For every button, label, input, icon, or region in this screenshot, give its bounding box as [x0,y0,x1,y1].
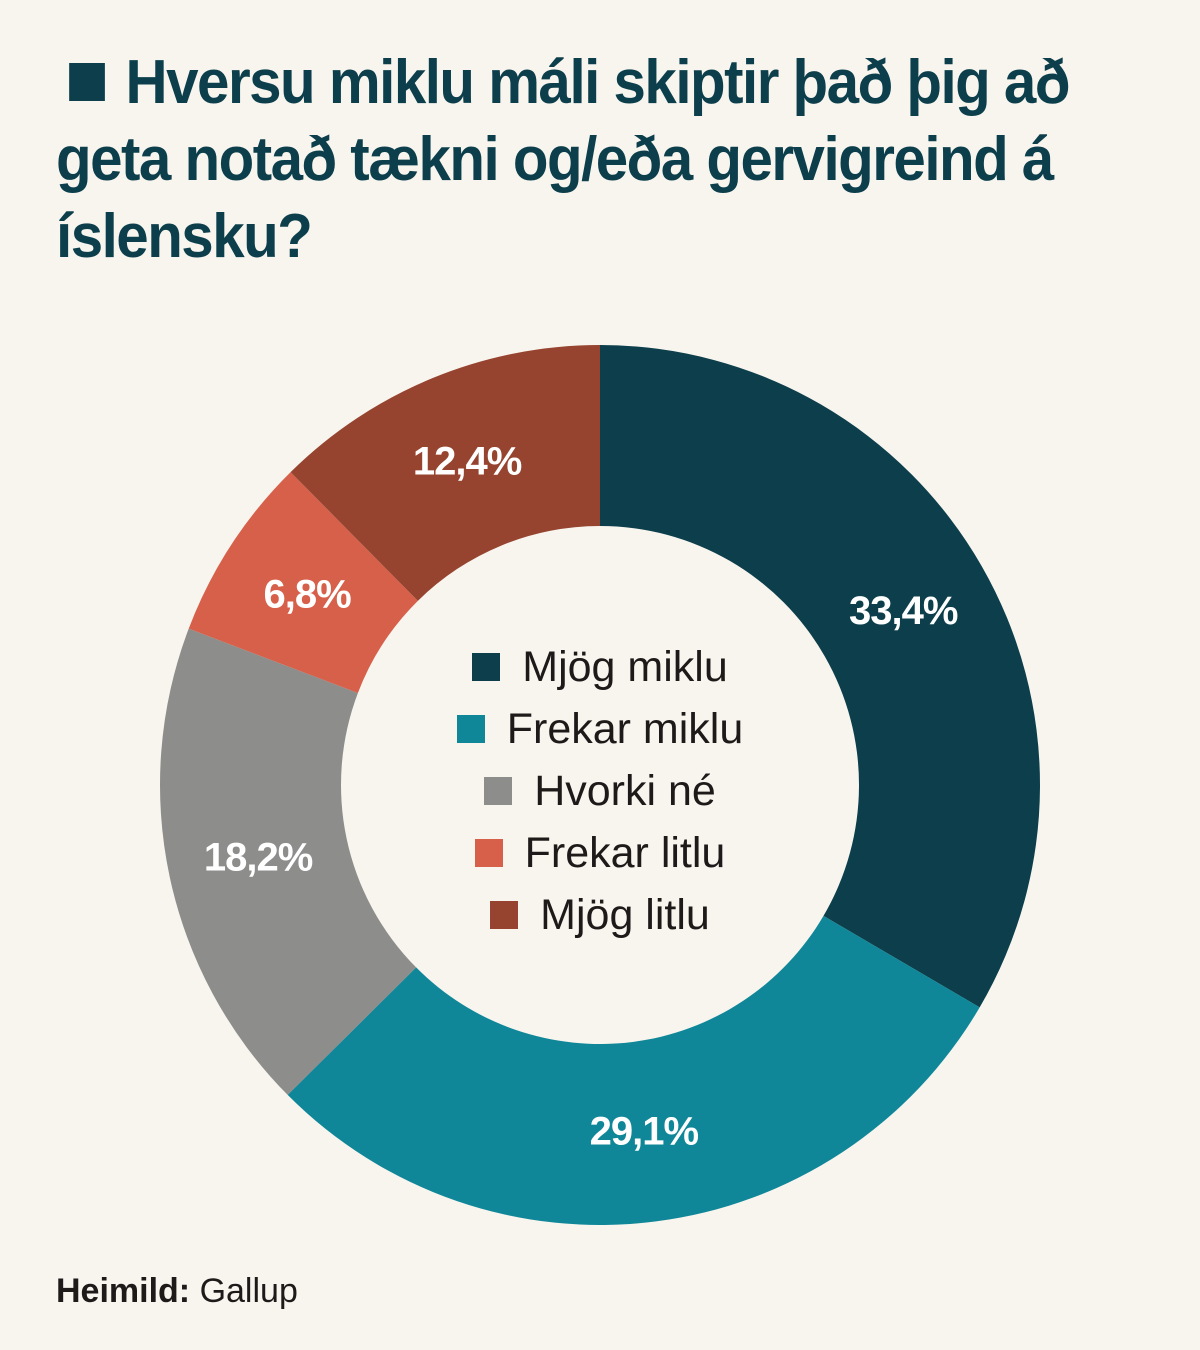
source-label: Heimild: [56,1272,191,1310]
slice-value-label: 6,8% [264,572,352,616]
legend-item-mjog-litlu: Mjög litlu [490,884,710,946]
chart-title: Hversu miklu máli skiptir það þig að get… [56,44,1090,275]
legend-swatch-icon [472,653,501,681]
donut-slice-labels: 33,4% 29,1% 18,2% 6,8% 12,4% [204,440,959,1154]
donut-slice-mjög-litlu [290,345,600,601]
legend-label: Mjög miklu [522,642,728,691]
legend-label: Frekar miklu [506,704,744,753]
legend-label: Frekar litlu [524,828,726,877]
legend-item-hvorki-ne: Hvorki né [484,760,716,822]
legend-swatch-icon [484,777,513,805]
slice-value-label: 12,4% [413,440,522,484]
legend-swatch-icon [490,901,519,929]
source-note: Heimild: Gallup [56,1272,298,1311]
legend-item-frekar-miklu: Frekar miklu [456,698,744,760]
slice-value-label: 33,4% [849,589,958,633]
chart-title-text: Hversu miklu máli skiptir það þig að get… [56,48,1070,271]
legend-label: Mjög litlu [540,890,710,939]
title-square-icon [69,63,105,101]
chart-legend: Mjög miklu Frekar miklu Hvorki né Frekar… [380,636,820,946]
donut-slice-mjög-miklu [600,345,1040,1008]
legend-swatch-icon [474,839,503,867]
donut-slice-frekar-miklu [287,915,980,1225]
legend-item-mjog-miklu: Mjög miklu [472,636,728,698]
donut-slices [159,345,1040,1225]
donut-slice-hvorki-né [159,628,417,1095]
legend-swatch-icon [456,715,485,743]
legend-item-frekar-litlu: Frekar litlu [474,822,726,884]
slice-value-label: 29,1% [590,1110,699,1154]
source-value: Gallup [199,1272,298,1310]
legend-label: Hvorki né [534,766,716,815]
slice-value-label: 18,2% [204,836,313,880]
donut-slice-frekar-litlu [188,472,418,693]
